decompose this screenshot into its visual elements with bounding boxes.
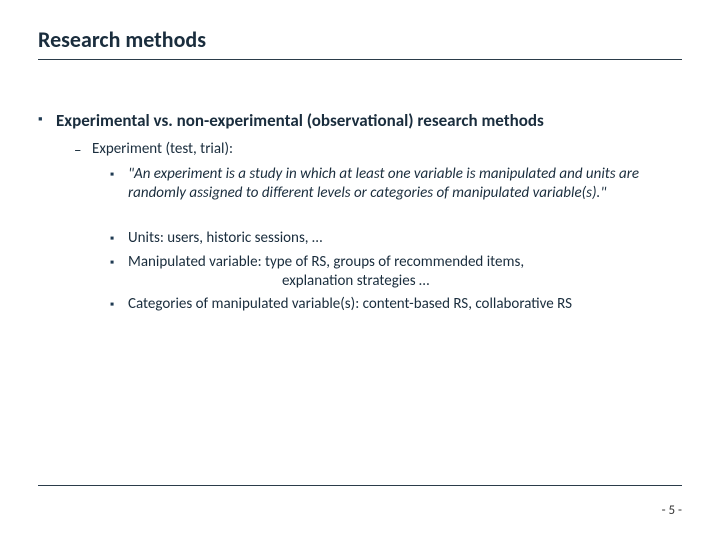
l3-manip-continuation: explanation strategies …: [128, 272, 682, 291]
square-bullet-icon: ▪: [110, 229, 128, 248]
square-bullet-icon: ▪: [38, 110, 56, 132]
title-block: Research methods: [38, 26, 682, 60]
bullet-level3-manip: ▪ Manipulated variable: type of RS, grou…: [110, 253, 682, 272]
l3-quote-text: "An experiment is a study in which at le…: [128, 165, 682, 203]
l3-cats-text: Categories of manipulated variable(s): c…: [128, 295, 572, 314]
l2-text: Experiment (test, trial):: [92, 140, 233, 161]
content-area: ▪ Experimental vs. non-experimental (obs…: [38, 110, 682, 318]
slide: Research methods ▪ Experimental vs. non-…: [0, 0, 720, 540]
bullet-level1: ▪ Experimental vs. non-experimental (obs…: [38, 110, 682, 132]
square-bullet-icon: ▪: [110, 253, 128, 272]
title-underline: [38, 59, 682, 60]
square-bullet-icon: ▪: [110, 295, 128, 314]
square-bullet-icon: ▪: [110, 165, 128, 203]
bullet-level3-cats: ▪ Categories of manipulated variable(s):…: [110, 295, 682, 314]
page-number: - 5 -: [662, 503, 682, 518]
bullet-level3-units: ▪ Units: users, historic sessions, …: [110, 229, 682, 248]
l3-units-text: Units: users, historic sessions, …: [128, 229, 322, 248]
bullet-level3-quote: ▪ "An experiment is a study in which at …: [110, 165, 682, 203]
l1-text: Experimental vs. non-experimental (obser…: [56, 110, 544, 132]
footer-rule: [38, 485, 682, 486]
bullet-level2: – Experiment (test, trial):: [74, 140, 682, 161]
slide-title: Research methods: [38, 26, 682, 53]
l3-manip-text: Manipulated variable: type of RS, groups…: [128, 253, 524, 272]
dash-bullet-icon: –: [74, 140, 92, 161]
vertical-spacer: [38, 207, 682, 229]
